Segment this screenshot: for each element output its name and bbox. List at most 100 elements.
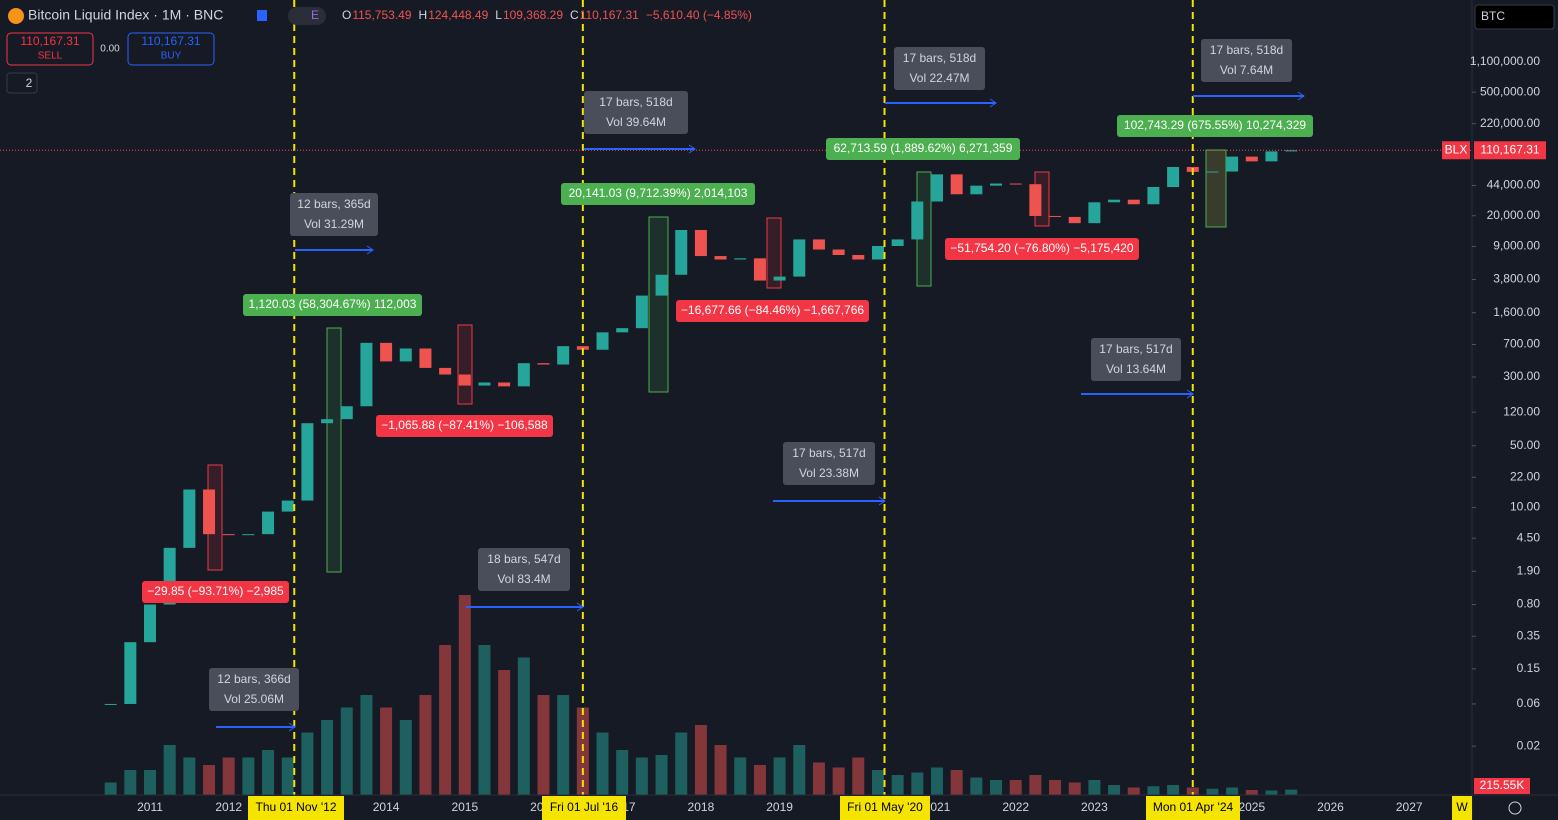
- volume-bar: [1206, 788, 1219, 795]
- sell-button[interactable]: [6, 32, 94, 66]
- price-axis: [1472, 0, 1558, 820]
- x-tick-label: 2027: [1396, 800, 1423, 814]
- range-vol: Vol 13.64M: [1106, 362, 1166, 376]
- time-marker-label: Fri 01 Jul '16: [550, 800, 619, 814]
- ohlc-value: 109,368.29: [503, 8, 563, 22]
- time-marker-label: Mon 01 Apr '24: [1153, 800, 1234, 814]
- volume-bar: [262, 750, 275, 795]
- range-bars: 17 bars, 518d: [1210, 43, 1283, 57]
- measure-label-box: [826, 138, 1020, 160]
- currency: BTC: [1481, 9, 1505, 23]
- x-tick-label: 2021: [924, 800, 951, 814]
- arrow-head: [366, 245, 374, 255]
- measure-label: 102,743.29 (675.55%) 10,274,329: [1124, 118, 1306, 132]
- volume-bar: [1226, 787, 1239, 795]
- candle: [576, 346, 589, 350]
- range-vol: Vol 25.06M: [224, 692, 284, 706]
- candle: [793, 239, 806, 277]
- flag[interactable]: [257, 10, 267, 21]
- badge-box: [288, 7, 326, 25]
- price-tag-value: 110,167.31: [1480, 142, 1539, 156]
- measure-label: −16,677.66 (−84.46%) −1,667,766: [681, 303, 864, 317]
- measure-label-box: [1117, 115, 1313, 137]
- time-marker-label: W: [1456, 800, 1468, 814]
- volume-bar: [1088, 780, 1101, 795]
- candle: [655, 274, 668, 296]
- arrow-head: [989, 98, 997, 108]
- volume-bar: [576, 707, 589, 795]
- time-marker-label: Thu 01 Nov '12: [255, 800, 336, 814]
- candle: [537, 363, 550, 365]
- volume-bar: [616, 750, 629, 795]
- candle: [1108, 199, 1121, 203]
- y-tick-label: 10.00: [1510, 500, 1540, 514]
- measure-box: [648, 216, 669, 393]
- measure-label: −29.85 (−93.71%) −2,985: [147, 584, 284, 598]
- ohlc-key: L: [495, 8, 502, 22]
- price-tag-symbol: BLX: [1445, 142, 1468, 156]
- arrow-head: [688, 144, 696, 154]
- range-box: [478, 548, 570, 591]
- measure-box: [326, 327, 342, 573]
- volume-bar: [812, 762, 825, 795]
- time-marker: [248, 796, 344, 820]
- arrow-head: [1186, 389, 1194, 399]
- candle: [852, 254, 865, 260]
- range-box: [1201, 39, 1292, 82]
- volume-bar: [1245, 790, 1258, 795]
- x-tick-label: 2019: [766, 800, 793, 814]
- indicator-count: 2: [26, 76, 33, 90]
- candle: [458, 374, 471, 386]
- badge: E: [311, 8, 319, 22]
- volume-bar: [891, 775, 904, 795]
- volume-bar: [1029, 775, 1042, 795]
- candle: [1029, 184, 1042, 216]
- candle: [871, 245, 884, 260]
- buy-label: BUY: [161, 51, 182, 62]
- buy-button[interactable]: [127, 32, 215, 66]
- range-vol: Vol 31.29M: [304, 217, 364, 231]
- spread: 0.00: [100, 44, 120, 55]
- volume-bar: [793, 745, 806, 795]
- candle: [360, 342, 373, 407]
- settings-icon[interactable]: [1508, 801, 1522, 815]
- y-tick-label: 1,100,000.00: [1470, 54, 1540, 68]
- symbol: Bitcoin Liquid Index · 1M · BNC: [28, 7, 223, 23]
- currency-select[interactable]: [1474, 4, 1555, 30]
- x-tick-label: 2026: [1317, 800, 1344, 814]
- volume-bar: [340, 707, 353, 795]
- measure-label: 20,141.03 (9,712.39%) 2,014,103: [569, 186, 748, 200]
- ohlc-key: C: [570, 8, 579, 22]
- candle: [380, 342, 393, 362]
- candle: [1226, 156, 1239, 172]
- change: −5,610.40 (−4.85%): [646, 8, 752, 22]
- volume-bar: [124, 770, 137, 795]
- candle: [478, 382, 491, 386]
- y-tick-label: 44,000.00: [1487, 178, 1541, 192]
- candle: [1088, 202, 1101, 224]
- volume-bar: [970, 777, 983, 795]
- volume-bar: [753, 765, 766, 795]
- volume-bar: [635, 757, 648, 795]
- volume-bar: [832, 767, 845, 795]
- volume-bar: [655, 755, 668, 795]
- range-box: [584, 91, 688, 134]
- candle: [1009, 183, 1022, 185]
- measure-label-box: [243, 294, 422, 316]
- candle: [1265, 151, 1278, 162]
- range-bars: 18 bars, 547d: [487, 552, 560, 566]
- volume-bar: [694, 725, 707, 795]
- time-marker: [1146, 796, 1240, 820]
- candle: [911, 201, 924, 240]
- measure-label: −51,754.20 (−76.80%) −5,175,420: [950, 241, 1133, 255]
- volume-bar: [104, 782, 117, 795]
- time-marker: [840, 796, 930, 820]
- volume-bar: [990, 780, 1003, 795]
- y-tick-label: 0.15: [1517, 661, 1541, 675]
- volume-bar: [1127, 787, 1140, 795]
- candle: [222, 534, 235, 536]
- indicator-toggle[interactable]: [6, 72, 38, 94]
- measure-box: [766, 217, 782, 289]
- range-box: [290, 193, 378, 236]
- range-vol: Vol 39.64M: [606, 115, 666, 129]
